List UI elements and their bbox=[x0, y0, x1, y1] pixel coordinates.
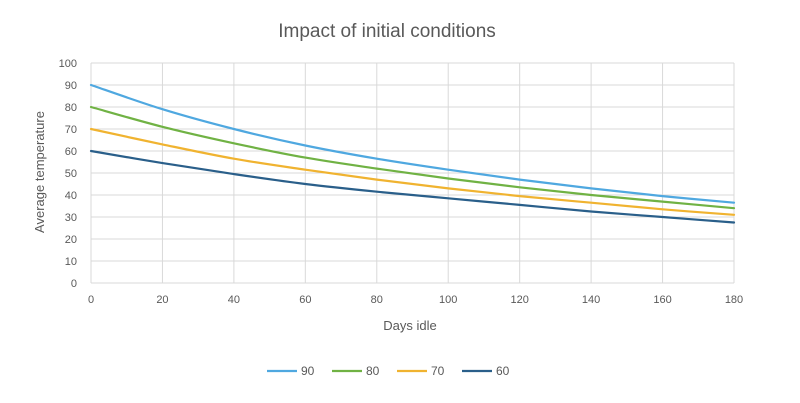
y-axis-ticks: 0 10 20 30 40 50 60 70 80 90 100 bbox=[59, 58, 77, 290]
y-tick-label: 60 bbox=[65, 146, 77, 158]
y-axis-title: Average temperature bbox=[32, 111, 47, 233]
x-tick-label: 180 bbox=[725, 294, 743, 306]
x-axis-title: Days idle bbox=[383, 318, 436, 333]
series-line-60 bbox=[89, 149, 736, 224]
x-tick-label: 80 bbox=[371, 294, 383, 306]
y-tick-label: 30 bbox=[65, 212, 77, 224]
x-tick-label: 160 bbox=[653, 294, 671, 306]
series-lines bbox=[89, 83, 736, 224]
x-tick-label: 0 bbox=[88, 294, 94, 306]
y-tick-label: 50 bbox=[65, 168, 77, 180]
y-tick-label: 20 bbox=[65, 234, 77, 246]
chart-title: Impact of initial conditions bbox=[278, 21, 496, 42]
y-tick-label: 40 bbox=[65, 190, 77, 202]
legend: 90 80 70 60 bbox=[267, 364, 510, 378]
legend-item-80: 80 bbox=[332, 364, 380, 378]
y-tick-label: 10 bbox=[65, 256, 77, 268]
y-tick-label: 90 bbox=[65, 80, 77, 92]
series-line-70 bbox=[89, 127, 736, 216]
legend-item-60: 60 bbox=[462, 364, 510, 378]
legend-label: 70 bbox=[431, 364, 445, 378]
x-tick-label: 60 bbox=[299, 294, 311, 306]
x-tick-label: 40 bbox=[228, 294, 240, 306]
y-tick-label: 0 bbox=[71, 278, 77, 290]
legend-item-70: 70 bbox=[397, 364, 445, 378]
x-tick-label: 100 bbox=[439, 294, 457, 306]
x-axis-ticks: 0 20 40 60 80 100 120 140 160 180 bbox=[88, 294, 743, 306]
legend-label: 80 bbox=[366, 364, 380, 378]
legend-label: 90 bbox=[301, 364, 315, 378]
y-tick-label: 70 bbox=[65, 124, 77, 136]
y-tick-label: 80 bbox=[65, 102, 77, 114]
x-tick-label: 120 bbox=[510, 294, 528, 306]
legend-item-90: 90 bbox=[267, 364, 315, 378]
x-tick-label: 20 bbox=[156, 294, 168, 306]
series-line-80 bbox=[89, 105, 736, 210]
x-tick-label: 140 bbox=[582, 294, 600, 306]
legend-label: 60 bbox=[496, 364, 510, 378]
series-line-90 bbox=[89, 83, 736, 204]
y-tick-label: 100 bbox=[59, 58, 77, 70]
